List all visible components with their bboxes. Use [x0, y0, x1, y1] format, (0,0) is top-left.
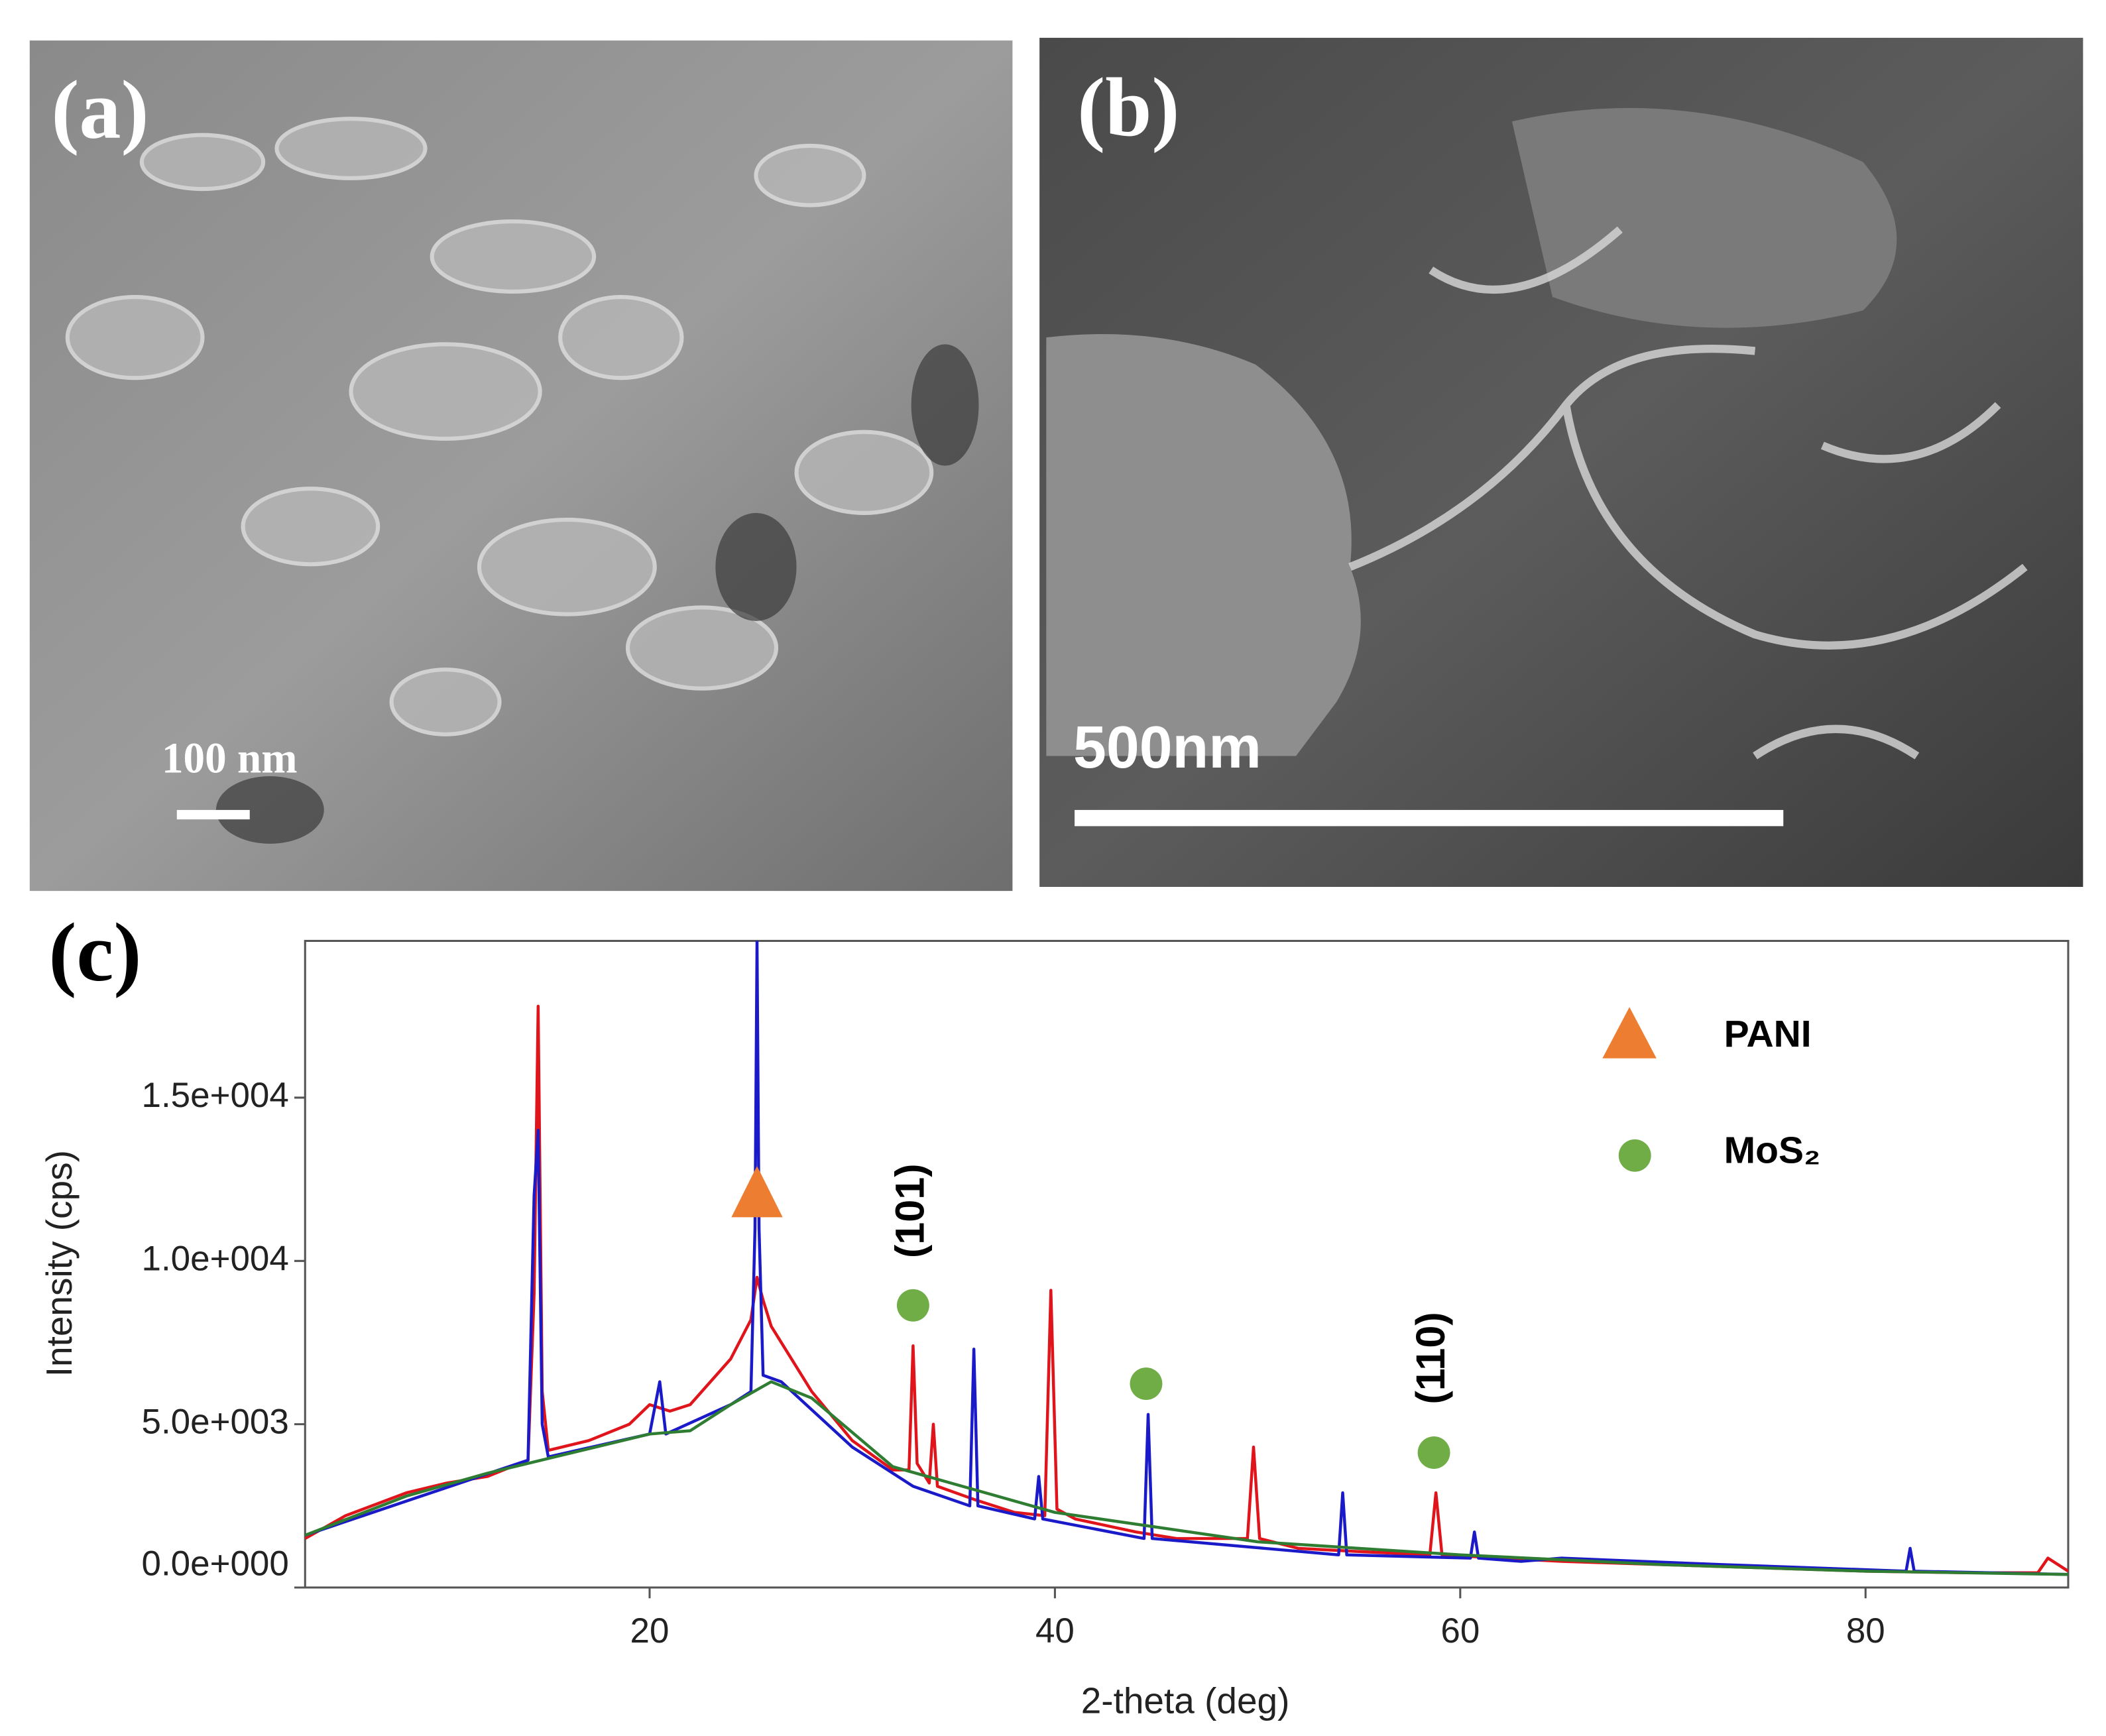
y-tick-label: 0.0e+000	[142, 1544, 289, 1583]
plot-area	[304, 939, 2070, 1589]
y-axis-label: Intensity (cps)	[38, 1150, 80, 1377]
x-axis-label: 2-theta (deg)	[1081, 1680, 1290, 1721]
sem-image	[29, 40, 1013, 892]
series-line	[305, 1380, 2068, 1576]
y-tick-label: 1.5e+004	[142, 1076, 289, 1115]
y-tick-label: 5.0e+003	[142, 1403, 289, 1442]
legend-label: MoS₂	[1724, 1129, 1821, 1171]
x-tick-label: 20	[630, 1611, 670, 1650]
scale-bar-label: 500nm	[1073, 714, 1261, 780]
legend-label: PANI	[1724, 1013, 1812, 1055]
panel-label: (c)	[48, 906, 141, 999]
panel-label: (a)	[51, 64, 148, 156]
y-tick-label: 1.0e+004	[142, 1239, 289, 1278]
x-tick-label: 60	[1440, 1611, 1480, 1650]
x-tick-label: 80	[1846, 1611, 1885, 1650]
legend-marker	[1618, 1139, 1651, 1172]
x-tick-label: 40	[1035, 1611, 1075, 1650]
peak-label: (101)	[888, 1163, 933, 1258]
plot-content	[305, 941, 2068, 1576]
series-line	[305, 941, 2068, 1576]
panel-label: (b)	[1077, 61, 1179, 154]
tem-image	[1039, 38, 2083, 888]
legend-marker	[1602, 1007, 1657, 1059]
scale-bar-label: 100 nm	[162, 735, 298, 783]
marker	[1130, 1367, 1163, 1400]
marker	[731, 1165, 783, 1218]
marker	[1417, 1436, 1450, 1469]
peak-label: (110)	[1408, 1312, 1453, 1404]
marker	[896, 1289, 929, 1322]
series-line	[305, 1004, 2068, 1575]
